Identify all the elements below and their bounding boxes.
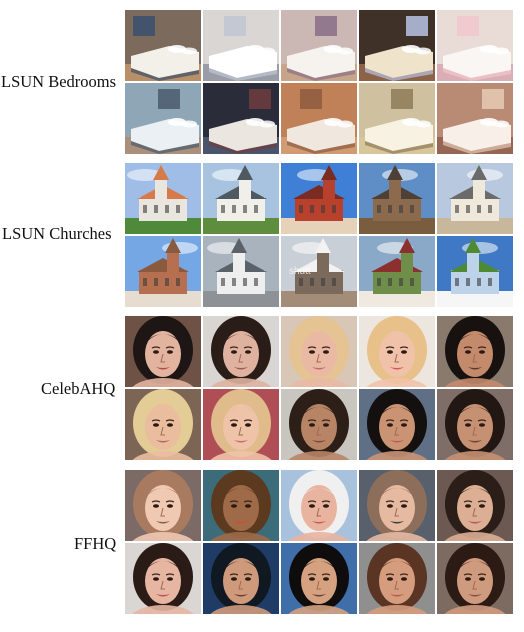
ffhq-sample-image [281, 470, 357, 541]
church-sample-image: shutt [281, 236, 357, 307]
celeb-sample-image [125, 316, 201, 387]
image-group-ffhq [125, 470, 515, 614]
bedroom-sample-image [203, 10, 279, 81]
ffhq-sample-image [125, 470, 201, 541]
bedroom-sample-image [437, 83, 513, 154]
ffhq-sample-image [437, 470, 513, 541]
celeb-sample-image [203, 389, 279, 460]
image-group-lsun-churches: shutt [125, 163, 515, 307]
church-sample-image [437, 236, 513, 307]
ffhq-sample-image [203, 543, 279, 614]
celeb-sample-image [203, 316, 279, 387]
ffhq-sample-image [359, 470, 435, 541]
celeb-sample-image [359, 389, 435, 460]
church-sample-image [125, 163, 201, 234]
celeb-sample-image [359, 316, 435, 387]
celeb-sample-image [437, 389, 513, 460]
celeb-sample-image [281, 316, 357, 387]
bedroom-sample-image [281, 83, 357, 154]
bedroom-sample-image [203, 83, 279, 154]
row-label-ffhq: FFHQ [74, 534, 117, 553]
ffhq-sample-image [281, 543, 357, 614]
church-sample-image [437, 163, 513, 234]
church-sample-image [203, 163, 279, 234]
church-sample-image [203, 236, 279, 307]
church-sample-image [359, 163, 435, 234]
row-label-celebahq: CelebAHQ [41, 379, 116, 398]
row-label-lsun-bedrooms: LSUN Bedrooms [1, 72, 117, 91]
church-sample-image [281, 163, 357, 234]
bedroom-sample-image [125, 10, 201, 81]
church-sample-image [125, 236, 201, 307]
bedroom-sample-image [281, 10, 357, 81]
image-group-celebahq [125, 316, 515, 460]
image-group-lsun-bedrooms [125, 10, 515, 154]
bedroom-sample-image [437, 10, 513, 81]
celeb-sample-image [437, 316, 513, 387]
bedroom-sample-image [359, 10, 435, 81]
ffhq-sample-image [437, 543, 513, 614]
celeb-sample-image [281, 389, 357, 460]
celeb-sample-image [125, 389, 201, 460]
bedroom-sample-image [125, 83, 201, 154]
ffhq-sample-image [203, 470, 279, 541]
watermark-text: shutt [289, 266, 311, 277]
ffhq-sample-image [125, 543, 201, 614]
ffhq-sample-image [359, 543, 435, 614]
row-label-lsun-churches: LSUN Churches [2, 224, 112, 243]
bedroom-sample-image [359, 83, 435, 154]
church-sample-image [359, 236, 435, 307]
